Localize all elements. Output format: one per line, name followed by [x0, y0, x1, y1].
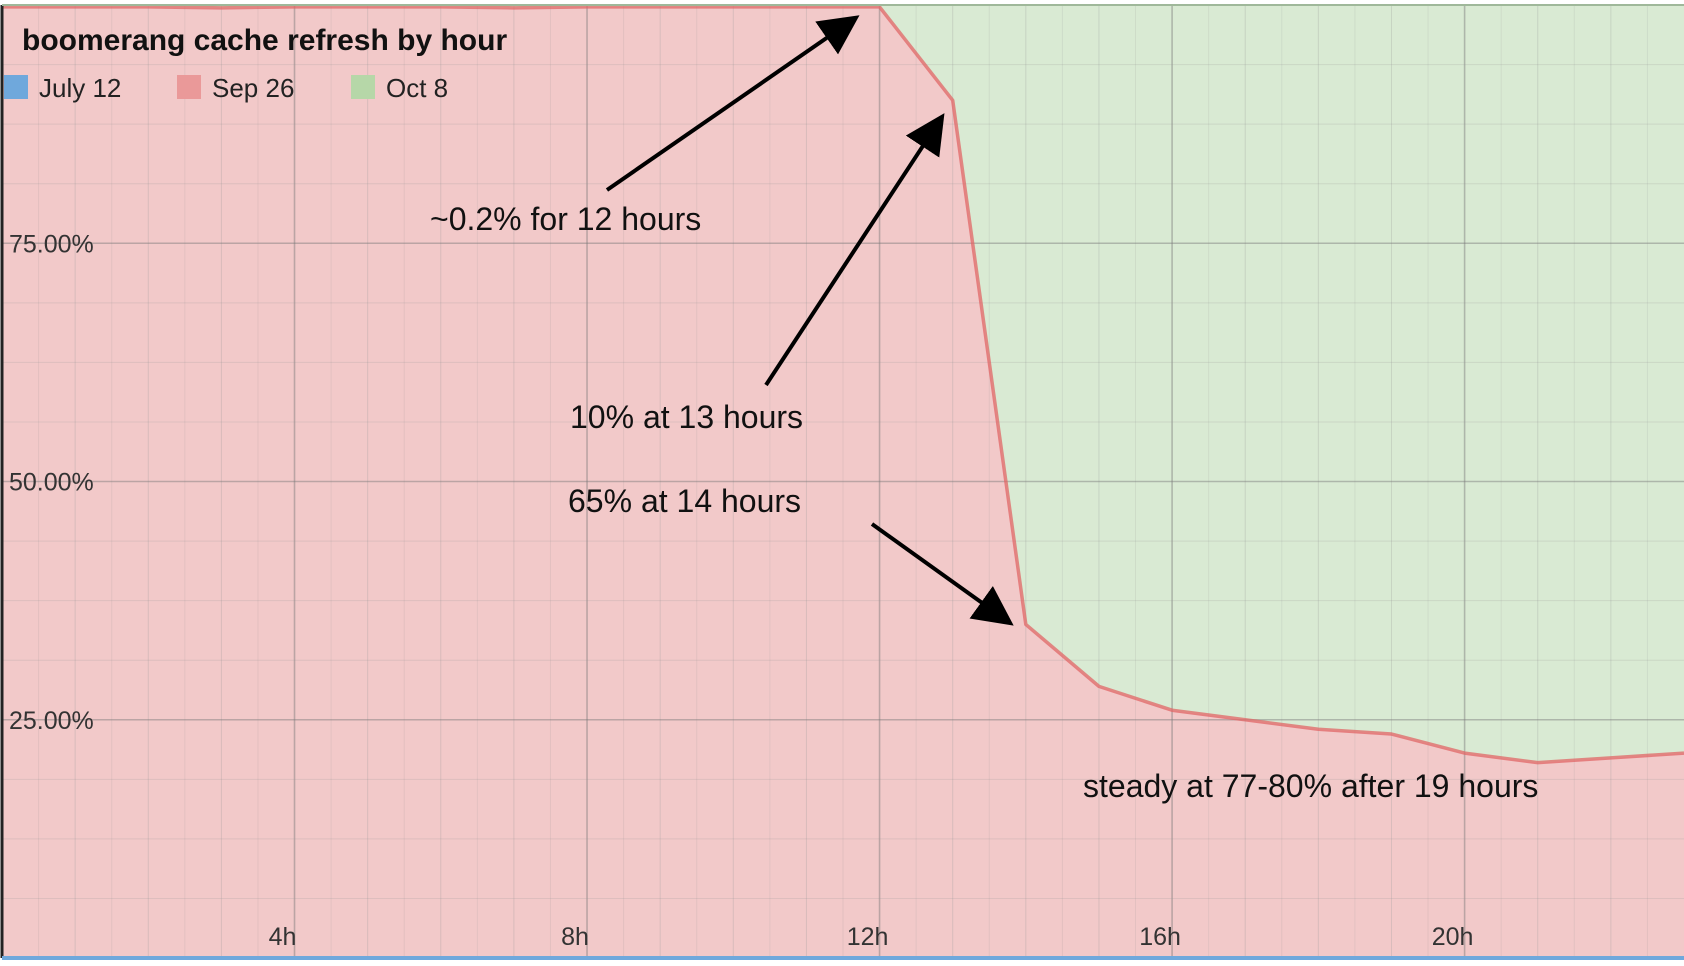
legend-swatch	[4, 75, 28, 99]
annotation-label-1: ~0.2% for 12 hours	[430, 201, 701, 237]
legend-label: July 12	[39, 73, 121, 103]
x-tick-label: 16h	[1139, 923, 1181, 951]
annotation-arrow-1	[605, 15, 860, 192]
y-tick-label: 50.00%	[9, 469, 94, 497]
x-tick-label: 8h	[561, 923, 589, 951]
legend-label: Sep 26	[212, 73, 294, 103]
legend: July 12 Sep 26 Oct 8	[4, 73, 448, 103]
annotation-label-2: 10% at 13 hours	[570, 399, 803, 435]
legend-item-sep-26[interactable]: Sep 26	[177, 73, 294, 103]
annotation-label-4: steady at 77-80% after 19 hours	[1083, 768, 1538, 804]
legend-item-july-12[interactable]: July 12	[4, 73, 121, 103]
legend-swatch	[177, 75, 201, 99]
annotation-arrow-2	[764, 113, 945, 387]
series-line-sep-26	[2, 5, 1684, 765]
x-tick-label: 12h	[847, 923, 889, 951]
annotation-arrow-3	[870, 522, 1014, 626]
area-layer	[2, 5, 1684, 958]
y-tick-label: 75.00%	[9, 230, 94, 258]
y-tick-label: 25.00%	[9, 707, 94, 735]
x-tick-label: 4h	[269, 923, 297, 951]
chart-title: boomerang cache refresh by hour	[22, 24, 507, 57]
area-oct-8	[2, 5, 1684, 763]
x-tick-label: 20h	[1432, 923, 1474, 951]
area-sep-26	[2, 6, 1684, 958]
legend-label: Oct 8	[386, 73, 448, 103]
legend-item-oct-8[interactable]: Oct 8	[351, 73, 448, 103]
annotation-layer: ~0.2% for 12 hours 10% at 13 hours 65% a…	[430, 15, 1538, 804]
grid-layer	[2, 5, 1684, 958]
tick-layer: 4h 8h 12h 16h 20h 25.00% 50.00% 75.00%	[9, 230, 1473, 951]
annotation-label-3: 65% at 14 hours	[568, 483, 801, 519]
legend-swatch	[351, 75, 375, 99]
